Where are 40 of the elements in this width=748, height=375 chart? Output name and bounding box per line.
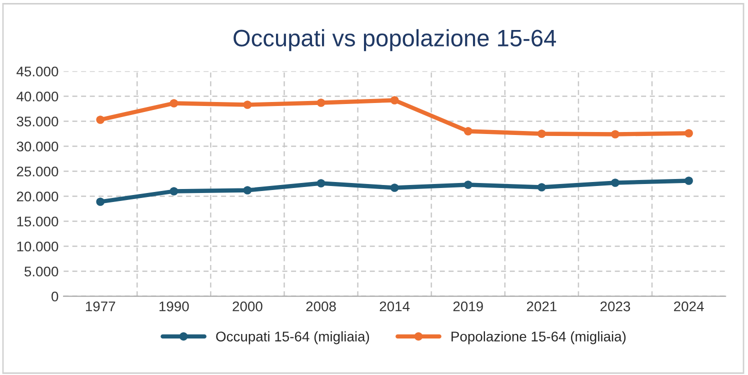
x-tick-label: 2014 bbox=[380, 301, 410, 312]
point bbox=[390, 184, 399, 192]
x-tick-label: 2023 bbox=[600, 301, 630, 312]
point bbox=[96, 116, 105, 124]
point bbox=[611, 178, 620, 187]
y-tick-label: 20.000 bbox=[16, 192, 58, 202]
legend-label: Popolazione 15-64 (migliaia) bbox=[452, 331, 626, 344]
y-tick-label: 10.000 bbox=[17, 242, 58, 252]
y-tick-label: 45.000 bbox=[16, 66, 58, 76]
chart-title: Occupati vs popolazione 15-64 bbox=[234, 29, 556, 52]
y-tick-label: 30.000 bbox=[16, 142, 58, 152]
point bbox=[96, 198, 105, 206]
point bbox=[243, 186, 252, 194]
x-tick-label: 2000 bbox=[232, 301, 262, 312]
point bbox=[538, 183, 546, 192]
point bbox=[684, 129, 693, 138]
point bbox=[684, 176, 693, 185]
x-tick-label: 2019 bbox=[453, 301, 483, 312]
point bbox=[390, 96, 399, 104]
point bbox=[316, 179, 326, 188]
x-tick-label: 2008 bbox=[306, 301, 336, 312]
x-tick-label: 2021 bbox=[526, 301, 556, 312]
point bbox=[464, 180, 472, 189]
x-tick-label: 1990 bbox=[160, 301, 189, 312]
point bbox=[243, 100, 252, 109]
y-tick-label: 40.000 bbox=[16, 92, 58, 102]
y-tick-label: 25.000 bbox=[16, 166, 58, 176]
y-tick-label: 15.000 bbox=[17, 216, 58, 226]
point bbox=[316, 98, 326, 107]
point bbox=[464, 127, 472, 136]
x-tick-label: 2024 bbox=[674, 301, 704, 312]
legend-label: Occupati 15-64 (migliaia) bbox=[216, 331, 370, 344]
y-tick-label: 5.000 bbox=[24, 266, 58, 276]
point bbox=[538, 130, 546, 138]
point bbox=[611, 130, 620, 138]
y-tick-label: 35.000 bbox=[16, 116, 58, 126]
point bbox=[170, 99, 178, 108]
x-tick-label: 1977 bbox=[86, 301, 116, 312]
y-tick-label: 0 bbox=[52, 292, 58, 302]
point bbox=[170, 187, 178, 196]
